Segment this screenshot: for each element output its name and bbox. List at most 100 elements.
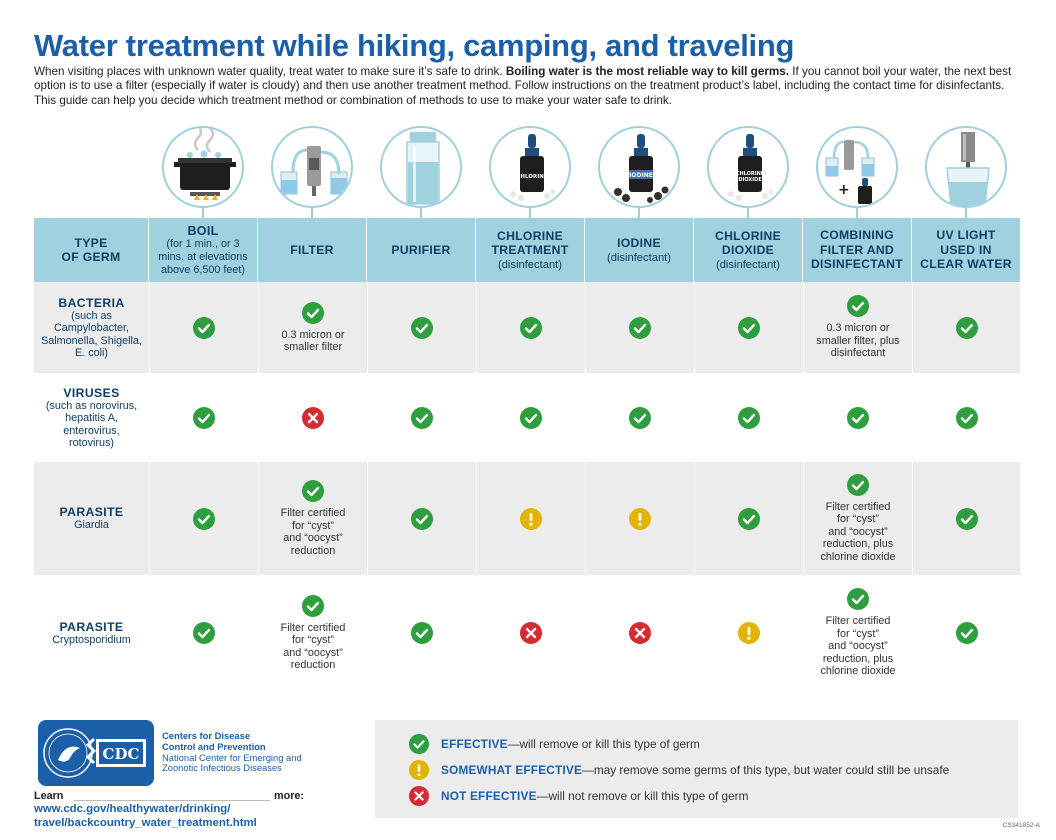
uv-icon-cell: [911, 126, 1020, 218]
cell-note: Filter certified for “cyst” and “oocyst” re…: [280, 507, 346, 557]
cell-note: Filter certified for “cyst” and “oocyst” re…: [820, 615, 896, 678]
method-icons-row: CHLORINE IODINE CHLORINE: [148, 126, 1020, 218]
learn-more-link[interactable]: www.cdc.gov/healthywater/drinking/ trave…: [34, 803, 257, 829]
header-purifier: PURIFIER: [367, 218, 476, 282]
cell-boil: [149, 282, 258, 373]
intro-paragraph: When visiting places with unknown water …: [34, 65, 1012, 107]
cell-chlorine: [476, 576, 585, 690]
not-effective-x-icon: [520, 622, 542, 644]
legend-effective: EFFECTIVE —will remove or kill this type …: [409, 733, 700, 755]
cell-purifier: [367, 462, 476, 575]
effective-check-icon: [738, 507, 760, 530]
effective-check-icon: [955, 316, 978, 339]
cell-note: Filter certified for “cyst” and “oocyst” re…: [280, 621, 346, 672]
header-chlorine-dioxide: CHLORINE DIOXIDE (disinfectant): [694, 218, 803, 282]
cell-combo: Filter certified for “cyst” and “oocyst” re…: [803, 576, 912, 690]
row-germ-label: PARASITE Giardia: [59, 505, 124, 532]
filter-plus-disinfectant-icon: +: [816, 126, 898, 208]
cell-filter: [258, 374, 367, 461]
cell-chlorine-dioxide: [694, 576, 803, 690]
boiling-pot-icon: [162, 126, 244, 208]
header-chlorine: CHLORINE TREATMENT (disinfectant): [476, 218, 585, 282]
effective-check-icon: [629, 406, 651, 429]
table-row: BACTERIA (such as Campylobacter, Salmonella…: [34, 282, 1020, 374]
cell-uv: [912, 576, 1020, 690]
purifier-icon-cell: [366, 126, 475, 218]
combo-icon-cell: +: [802, 126, 911, 218]
svg-text:IODINE: IODINE: [629, 172, 653, 179]
legend-somewhat: SOMEWHAT EFFECTIVE —may remove some germs…: [409, 759, 949, 781]
table-row: PARASITE Cryptosporidium Filter certified f…: [34, 576, 1020, 691]
effective-check-icon: [411, 406, 433, 429]
page-title: Water treatment while hiking, camping, a…: [34, 28, 795, 63]
effective-check-icon: [738, 406, 760, 429]
effective-check-icon: [193, 406, 215, 429]
effective-check-icon: [955, 507, 978, 530]
cell-combo: [803, 374, 912, 461]
table-body: BACTERIA (such as Campylobacter, Salmonella…: [34, 282, 1020, 691]
cell-filter: Filter certified for “cyst” and “oocyst” re…: [258, 462, 367, 575]
not-effective-x-icon: [409, 786, 429, 806]
cell-chlorine: [476, 282, 585, 373]
svg-text:CHLORINE: CHLORINE: [736, 171, 765, 177]
header-uv: UV LIGHT USED IN CLEAR WATER: [920, 228, 1012, 272]
svg-text:DIOXIDE: DIOXIDE: [738, 177, 762, 183]
effective-check-icon: [302, 480, 324, 502]
cell-boil: [149, 374, 258, 461]
somewhat-exclamation-icon: [738, 622, 760, 644]
header-filter: FILTER: [258, 218, 367, 282]
svg-text:CHLORINE: CHLORINE: [516, 174, 548, 180]
cell-uv: [912, 374, 1020, 461]
effective-check-icon: [411, 316, 433, 339]
learn-more-rule: [74, 800, 270, 801]
effective-check-icon: [847, 406, 869, 429]
cell-chlorine-dioxide: [694, 282, 803, 373]
cell-filter: Filter certified for “cyst” and “oocyst” re…: [258, 576, 367, 690]
effective-check-icon: [847, 295, 869, 318]
legend: EFFECTIVE —will remove or kill this type …: [375, 720, 1018, 818]
row-germ-label: BACTERIA (such as Campylobacter, Salmonella…: [41, 295, 142, 359]
uv-light-icon: [925, 126, 1007, 208]
row-germ-label: PARASITE Cryptosporidium: [52, 619, 131, 646]
somewhat-exclamation-icon: [520, 507, 542, 530]
header-boil: BOIL (for 1 min., or 3 mins. at elevatio…: [149, 218, 258, 282]
effective-check-icon: [193, 622, 215, 644]
cell-note: 0.3 micron or smaller filter, plus disinfe…: [816, 322, 900, 360]
cell-iodine: [585, 576, 694, 690]
purifier-bottle-icon: [380, 126, 462, 208]
hhs-cdc-logo: CDC: [38, 720, 154, 786]
document-code: CS341852-A: [1002, 822, 1040, 829]
header-combo: COMBINING FILTER AND DISINFECTANT: [803, 218, 912, 282]
effective-check-icon: [302, 594, 324, 617]
effective-check-icon: [193, 316, 215, 339]
cell-note: Filter certified for “cyst” and “oocyst” re…: [820, 500, 896, 563]
effective-check-icon: [193, 507, 215, 530]
chlorine-dioxide-bottle-icon: CHLORINE DIOXIDE: [707, 126, 789, 208]
cell-chlorine-dioxide: [694, 374, 803, 461]
effective-check-icon: [520, 406, 542, 429]
legend-not-effective: NOT EFFECTIVE —will not remove or kill th…: [409, 785, 748, 807]
not-effective-x-icon: [629, 622, 651, 644]
org-info: Centers for Disease Control and Preventi…: [162, 730, 302, 774]
cell-purifier: [367, 374, 476, 461]
cell-iodine: [585, 374, 694, 461]
svg-text:+: +: [838, 182, 850, 198]
water-filter-icon: [271, 126, 353, 208]
somewhat-exclamation-icon: [629, 507, 651, 530]
effective-check-icon: [520, 316, 542, 339]
cell-note: 0.3 micron or smaller filter: [281, 328, 345, 354]
cell-combo: 0.3 micron or smaller filter, plus disinfe…: [803, 282, 912, 373]
chlorine-bottle-icon: CHLORINE: [489, 126, 571, 208]
cell-chlorine: [476, 374, 585, 461]
boil-icon-cell: [148, 126, 257, 218]
chlorine-icon-cell: CHLORINE: [475, 126, 584, 218]
iodine-bottle-icon: IODINE: [598, 126, 680, 208]
effective-check-icon: [411, 507, 433, 530]
cell-purifier: [367, 282, 476, 373]
iodine-icon-cell: IODINE: [584, 126, 693, 218]
effective-check-icon: [738, 316, 760, 339]
intro-emphasis: Boiling water is the most reliable way t…: [505, 65, 790, 78]
cell-uv: [912, 462, 1020, 575]
not-effective-x-icon: [302, 406, 324, 429]
cell-iodine: [585, 282, 694, 373]
